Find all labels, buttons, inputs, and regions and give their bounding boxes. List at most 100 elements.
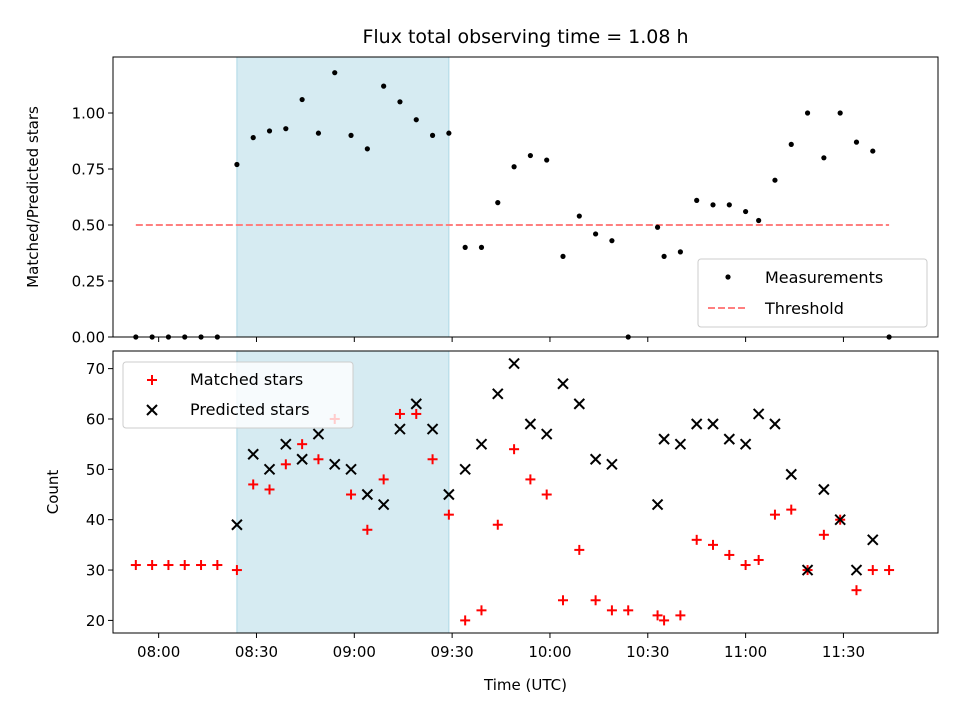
y-tick-label: 70 [86, 360, 105, 378]
top-plot-frame [112, 56, 939, 338]
matched-star-point [652, 610, 663, 621]
predicted-star-point [752, 408, 765, 420]
matched-star-point [231, 565, 242, 576]
predicted-star-point-b [247, 448, 259, 460]
predicted-star-point-b [739, 438, 752, 450]
predicted-star-point [573, 398, 586, 410]
matched-star-point [509, 444, 520, 455]
top-axis-ticks: 0.00 0.25 0.50 0.75 1.00 [72, 105, 844, 347]
measurement-point [593, 231, 599, 237]
y-tick-label: 0.75 [72, 161, 105, 179]
predicted-star-point [524, 418, 537, 430]
measurement-point [413, 117, 419, 123]
matched-star-point [740, 560, 751, 571]
matched-star-point [851, 585, 862, 596]
predicted-star-point [508, 357, 520, 370]
x-tick-label: 08:30 [235, 643, 278, 661]
matched-star-point [248, 479, 259, 490]
top-legend: Measurements Threshold [697, 258, 928, 328]
predicted-star-point [345, 463, 357, 476]
predicted-star-point-b [658, 433, 670, 445]
measurement-point [710, 202, 716, 208]
predicted-star-point-b [573, 398, 586, 410]
predicted-star-point [785, 468, 797, 481]
measurement-point [348, 132, 354, 138]
x-tick-label: 11:00 [724, 643, 767, 661]
y-tick-label: 50 [86, 461, 105, 479]
y-tick-label: 0.25 [72, 273, 105, 291]
bottom-panel: 20 30 40 50 60 70 08:00 08:30 09:00 09:30 10:00 10:… [44, 350, 939, 694]
predicted-star-point-b [752, 408, 765, 420]
matched-star-point [443, 509, 454, 520]
predicted-star-point-b [850, 564, 863, 576]
matched-star-point [623, 605, 634, 616]
measurement-point [870, 148, 876, 154]
measurement-point [381, 83, 387, 89]
predicted-star-point-b [589, 453, 602, 465]
measurement-point [788, 141, 794, 147]
measurement-point [804, 110, 811, 116]
legend-marker-measurements [725, 274, 731, 280]
predicted-star-point-b [524, 418, 537, 430]
predicted-star-point [850, 564, 863, 576]
predicted-star-point-b [231, 519, 243, 531]
legend-label-matched-stars: Matched stars [190, 370, 303, 389]
x-tick-label: 09:30 [431, 643, 474, 661]
predicted-star-point [296, 453, 308, 465]
predicted-star-point [658, 433, 670, 445]
predicted-star-point [231, 519, 243, 531]
matched-star-point [691, 534, 702, 545]
measurement-point [726, 202, 732, 208]
measurement-point [315, 130, 322, 136]
predicted-star-point-b [674, 438, 687, 450]
predicted-star-point-b [508, 357, 520, 370]
predicted-star-point [739, 438, 752, 450]
chart-title: Flux total observing time = 1.08 h [362, 26, 688, 48]
measurement-point [527, 152, 533, 159]
matched-star-point [427, 454, 438, 465]
predicted-star-point [540, 428, 553, 440]
measurement-point [677, 249, 683, 255]
matched-star-point [147, 560, 158, 571]
predicted-star-point-b [690, 418, 703, 430]
predicted-star-point-b [377, 498, 390, 511]
predicted-star-point [329, 458, 341, 471]
predicted-star-point [426, 423, 439, 435]
matched-star-point [492, 519, 503, 530]
matched-star-point [411, 408, 422, 419]
predicted-star-point-b [785, 468, 797, 481]
y-tick-label: 40 [86, 511, 105, 529]
measurement-point [837, 110, 843, 116]
matched-star-point [394, 408, 405, 419]
predicted-star-point [723, 433, 736, 445]
predicted-star-point-b [394, 423, 406, 435]
y-tick-label: 0.50 [72, 217, 105, 235]
predicted-star-point [394, 423, 406, 435]
measurement-point [853, 139, 860, 145]
legend-label-predicted-stars: Predicted stars [190, 400, 310, 419]
measurement-point [478, 244, 485, 250]
matched-star-point [163, 560, 174, 571]
bottom-axis-ticks: 20 30 40 50 60 70 08:00 08:30 09:00 09:30 10:00 10:… [86, 360, 865, 661]
x-axis-label: Time (UTC) [483, 676, 567, 694]
predicted-star-point [690, 418, 703, 430]
y-tick-label: 1.00 [72, 105, 105, 123]
legend-marker-matched-stars [147, 375, 157, 385]
predicted-star-point-b [280, 438, 292, 450]
predicted-star-point-b [443, 488, 455, 501]
predicted-star-point-b [263, 463, 276, 476]
matched-star-point [606, 605, 617, 616]
predicted-star-point-b [492, 388, 504, 400]
predicted-star-point-b [410, 398, 422, 410]
predicted-star-point [818, 483, 830, 496]
predicted-star-point [263, 463, 276, 476]
predicted-star-point-b [296, 453, 308, 465]
predicted-star-point [867, 534, 879, 546]
measurement-point [234, 161, 240, 168]
measurement-point [756, 217, 762, 224]
matched-star-point [179, 560, 190, 571]
predicted-star-point-b [475, 438, 488, 450]
bottom-y-axis-label: Count [44, 470, 62, 515]
